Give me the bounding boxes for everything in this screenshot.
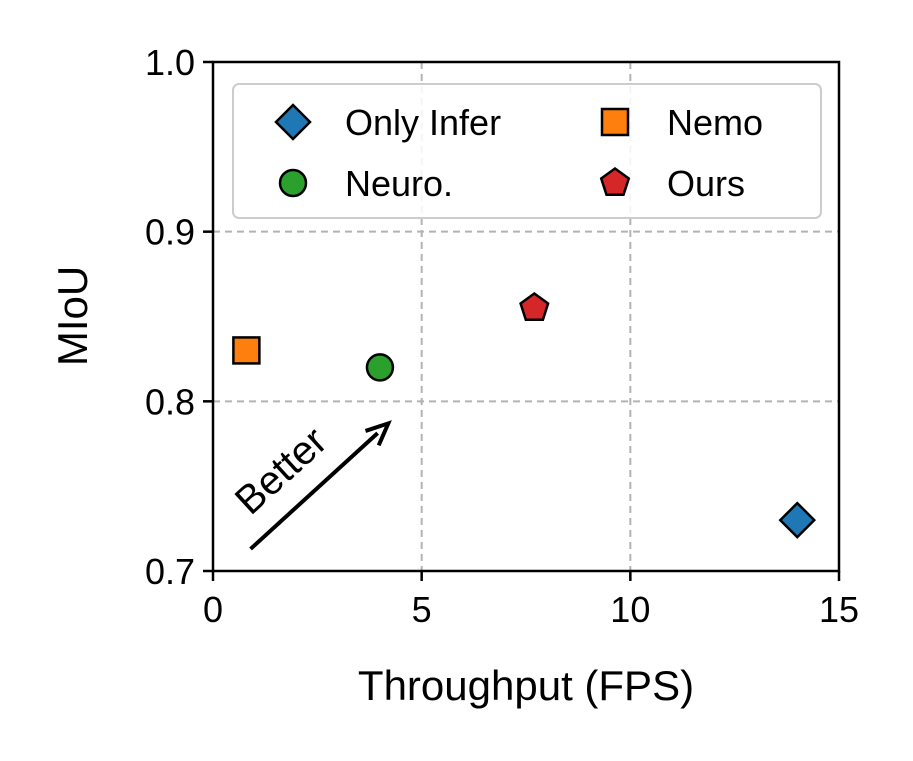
data-point-only-infer (778, 501, 817, 539)
legend: Only Infer Nemo Neuro. Ours (232, 83, 822, 219)
y-tick-label: 0.9 (145, 212, 195, 253)
y-tick-label: 0.7 (145, 551, 195, 592)
plot-frame (211, 60, 841, 573)
y-axis-label: MIoU (49, 266, 96, 366)
y-tick-label: 0.8 (145, 381, 195, 422)
better-annotation-label: Better (227, 419, 336, 523)
x-tick-label: 15 (819, 589, 859, 630)
legend-marker-only-infer (274, 103, 312, 141)
x-tick-label: 10 (610, 589, 650, 630)
legend-frame (232, 83, 822, 219)
data-points (232, 291, 817, 539)
legend-marker-nemo (600, 107, 630, 137)
legend-label-nemo: Nemo (667, 102, 763, 143)
better-arrow-shaft (249, 431, 379, 551)
x-tick-label: 5 (412, 589, 432, 630)
data-point-nemo (232, 336, 261, 365)
x-axis-label: Throughput (FPS) (358, 662, 694, 709)
legend-label-only-infer: Only Infer (345, 102, 501, 143)
annotation-layer: Better (227, 419, 392, 551)
axis-ticks: 0 5 10 15 0.7 0.8 0.9 1.0 (145, 42, 859, 630)
y-tick-label: 1.0 (145, 42, 195, 83)
legend-label-neuro: Neuro. (345, 163, 453, 204)
legend-marker-ours (599, 166, 631, 196)
better-arrow-head (364, 420, 392, 447)
legend-label-ours: Ours (667, 163, 745, 204)
legend-marker-neuro (278, 168, 308, 198)
x-tick-label: 0 (203, 589, 223, 630)
data-point-ours (519, 291, 550, 321)
data-point-neuro (365, 353, 395, 382)
